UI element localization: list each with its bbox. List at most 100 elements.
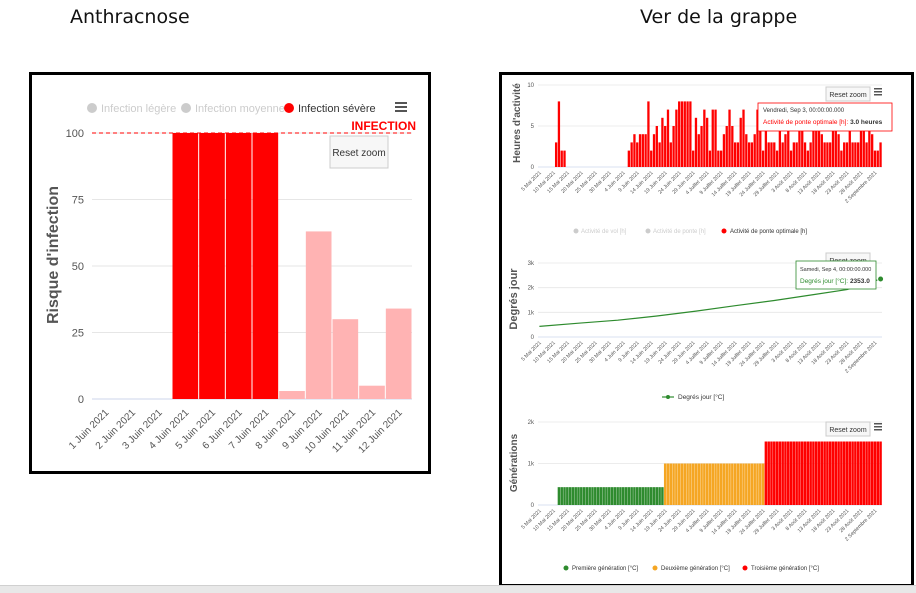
bar[interactable] <box>728 463 731 506</box>
bar[interactable] <box>663 463 667 506</box>
bar[interactable] <box>764 117 768 167</box>
bar[interactable] <box>560 487 563 505</box>
bar[interactable] <box>596 487 600 505</box>
bar[interactable] <box>706 117 709 167</box>
bar[interactable] <box>817 109 821 167</box>
bar[interactable] <box>305 231 332 399</box>
bar[interactable] <box>809 441 812 505</box>
bar[interactable] <box>801 126 804 167</box>
bar[interactable] <box>557 101 561 167</box>
bar[interactable] <box>225 133 252 399</box>
bar[interactable] <box>566 487 569 505</box>
bar[interactable] <box>770 142 773 167</box>
bar[interactable] <box>719 150 723 167</box>
bar[interactable] <box>753 463 756 506</box>
series-line-degres-jour[interactable] <box>539 278 881 327</box>
bar[interactable] <box>767 441 770 505</box>
bar[interactable] <box>675 463 678 506</box>
bar[interactable] <box>622 487 625 505</box>
bar[interactable] <box>795 441 798 505</box>
bar[interactable] <box>661 487 664 505</box>
bar[interactable] <box>831 126 835 167</box>
bar[interactable] <box>700 463 703 506</box>
bar[interactable] <box>859 441 863 505</box>
bar[interactable] <box>845 142 849 167</box>
bar[interactable] <box>879 142 882 167</box>
bar[interactable] <box>826 142 829 167</box>
bar[interactable] <box>568 487 572 505</box>
bar[interactable] <box>705 463 709 506</box>
bar[interactable] <box>876 150 879 167</box>
bar[interactable] <box>686 101 689 167</box>
bar[interactable] <box>582 487 586 505</box>
legend-item-infection-severe[interactable]: Infection sévère <box>284 103 376 115</box>
hamburger-menu-icon[interactable] <box>395 102 407 112</box>
legend-item-activite-de-ponte-optimale[interactable]: Activité de ponte optimale [h] <box>721 228 808 236</box>
bar[interactable] <box>843 142 846 167</box>
bar[interactable] <box>644 487 647 505</box>
bar[interactable] <box>753 134 756 167</box>
bar[interactable] <box>694 463 698 506</box>
bar[interactable] <box>857 142 860 167</box>
bar[interactable] <box>806 441 810 505</box>
bar[interactable] <box>683 463 687 506</box>
bar[interactable] <box>385 308 412 399</box>
bar[interactable] <box>868 126 871 167</box>
bar[interactable] <box>700 126 703 167</box>
bar[interactable] <box>725 463 728 506</box>
bar[interactable] <box>563 487 566 505</box>
bar[interactable] <box>871 134 874 167</box>
bar[interactable] <box>641 134 644 167</box>
bar[interactable] <box>826 441 829 505</box>
bar[interactable] <box>873 441 877 505</box>
legend-item-troisieme-generation[interactable]: Troisième génération [°C] <box>742 565 820 573</box>
bar[interactable] <box>854 441 857 505</box>
bar[interactable] <box>745 463 748 506</box>
bar[interactable] <box>661 117 664 167</box>
bar[interactable] <box>711 109 714 167</box>
bar[interactable] <box>658 487 661 505</box>
bar[interactable] <box>764 441 768 505</box>
bar[interactable] <box>627 487 631 505</box>
bar[interactable] <box>795 142 798 167</box>
bar[interactable] <box>332 319 359 399</box>
bar[interactable] <box>862 441 866 505</box>
bar[interactable] <box>633 487 636 505</box>
bar[interactable] <box>669 463 673 506</box>
legend-item-premiere-generation[interactable]: Première génération [°C] <box>563 565 639 573</box>
bar[interactable] <box>812 126 815 167</box>
bar[interactable] <box>655 126 658 167</box>
bar[interactable] <box>848 109 851 167</box>
bar[interactable] <box>750 142 754 167</box>
bar[interactable] <box>588 487 591 505</box>
bar[interactable] <box>868 441 871 505</box>
bar[interactable] <box>761 463 765 506</box>
bar[interactable] <box>784 441 787 505</box>
bar[interactable] <box>756 109 759 167</box>
bar[interactable] <box>851 441 854 505</box>
bar[interactable] <box>664 126 667 167</box>
bar[interactable] <box>714 463 717 506</box>
bar[interactable] <box>725 126 728 167</box>
bar[interactable] <box>837 441 840 505</box>
bar[interactable] <box>775 441 779 505</box>
bar[interactable] <box>800 441 804 505</box>
bar[interactable] <box>703 463 706 506</box>
bar[interactable] <box>873 150 877 167</box>
legend-item-infection-moyenne[interactable]: Infection moyenne <box>181 103 285 115</box>
bar[interactable] <box>787 441 790 505</box>
bar[interactable] <box>650 150 653 167</box>
bar[interactable] <box>756 463 759 506</box>
bar[interactable] <box>714 109 717 167</box>
bar[interactable] <box>851 142 854 167</box>
bar[interactable] <box>605 487 608 505</box>
bar[interactable] <box>610 487 614 505</box>
bar[interactable] <box>672 126 675 167</box>
bar[interactable] <box>731 126 734 167</box>
bar[interactable] <box>798 441 801 505</box>
bar[interactable] <box>806 150 809 167</box>
bar[interactable] <box>635 487 639 505</box>
bar[interactable] <box>630 142 633 167</box>
bar[interactable] <box>733 142 737 167</box>
bar[interactable] <box>781 142 784 167</box>
